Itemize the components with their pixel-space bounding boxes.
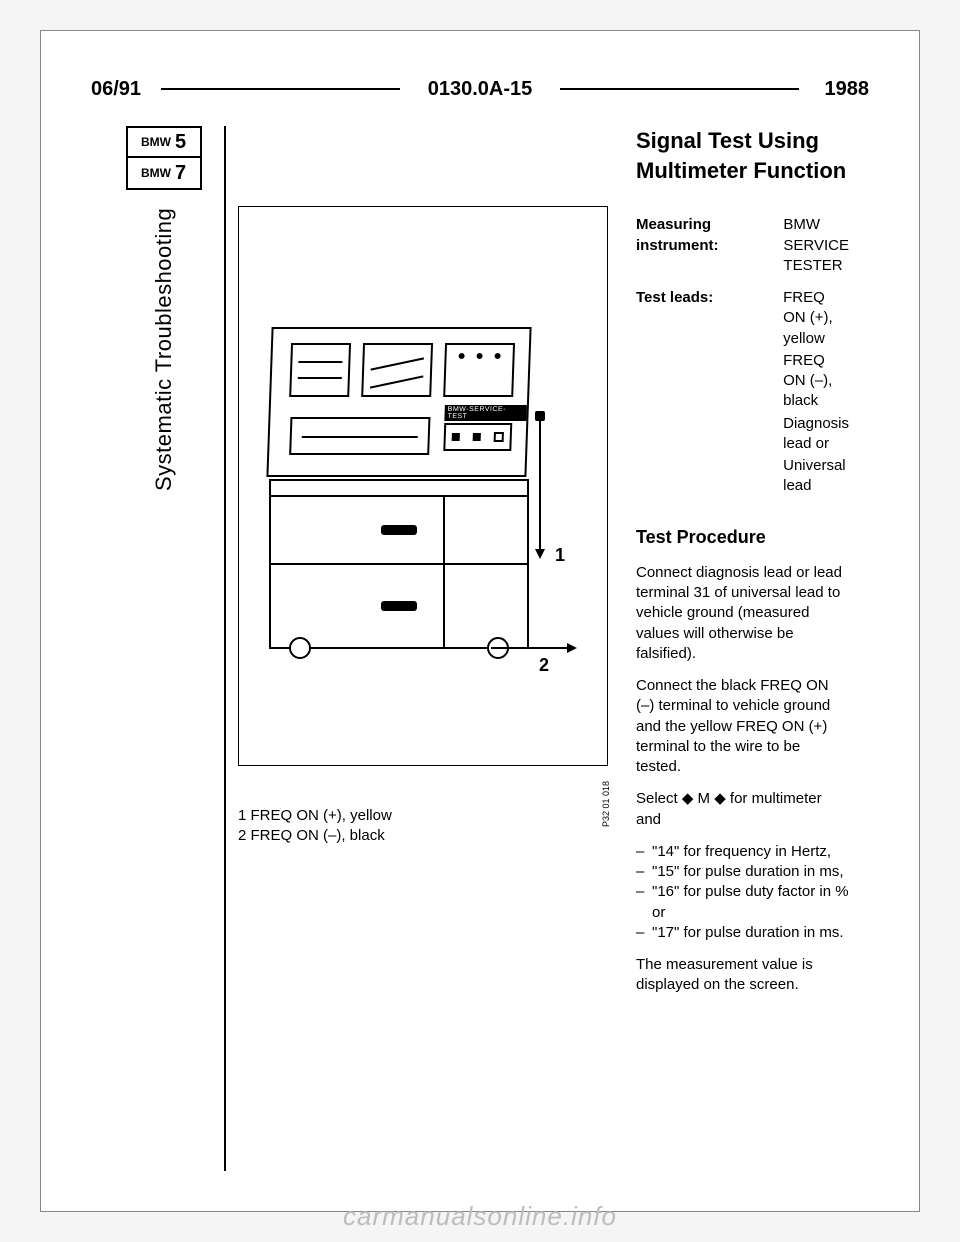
- header-year: 1988: [809, 78, 869, 101]
- procedure-heading: Test Procedure: [636, 525, 849, 549]
- cart-body: [269, 479, 529, 649]
- option-16: "16" for pulse duty factor in % or: [636, 882, 849, 923]
- probe-lead-1: [539, 417, 541, 557]
- page: 06/91 0130.0A-15 1988 BMW 5 BMW 7 Sys: [0, 0, 960, 1242]
- value-measuring: BMW SERVICE TESTER: [783, 215, 849, 276]
- sidebar-title: Systematic Troubleshooting: [151, 204, 177, 1171]
- para-1: Connect diagnosis lead or lead terminal …: [636, 563, 849, 664]
- row-measuring-instrument: Measuring instrument: BMW SERVICE TESTER: [636, 215, 849, 276]
- figure-caption: 1 FREQ ON (+), yellow 2 FREQ ON (–), bla…: [238, 806, 392, 847]
- testlead-1: FREQ ON (+), yellow: [783, 288, 849, 349]
- callout-1: 1: [555, 545, 565, 566]
- screen-panel-1: [289, 343, 351, 397]
- tester-cart-drawing: BMW-SERVICE-TEST: [269, 327, 529, 667]
- badge-bmw-5: BMW 5: [128, 128, 200, 158]
- badge-series: 5: [175, 131, 186, 154]
- page-title: Signal Test Using Multimeter Function: [636, 126, 849, 185]
- page-header: 06/91 0130.0A-15 1988: [91, 69, 869, 109]
- label-measuring: Measuring instrument:: [636, 215, 783, 276]
- device-label: BMW-SERVICE-TEST: [444, 405, 527, 421]
- content-area: BMW-SERVICE-TEST: [226, 126, 849, 1171]
- cart-top: BMW-SERVICE-TEST: [266, 327, 531, 477]
- option-15: "15" for pulse duration in ms,: [636, 862, 849, 882]
- testlead-4: Universal lead: [783, 456, 849, 497]
- badge-brand: BMW: [141, 135, 171, 149]
- label-testleads: Test leads:: [636, 288, 783, 499]
- control-knobs: [443, 423, 512, 451]
- front-slot: [289, 417, 430, 455]
- screen-panel-3: [443, 343, 515, 397]
- header-docnum: 0130.0A-15: [410, 78, 550, 101]
- option-17: "17" for pulse duration in ms.: [636, 923, 849, 943]
- watermark: carmanualsonline.info: [0, 1201, 960, 1232]
- probe-lead-2: [491, 647, 575, 649]
- para-3: Select ◆ M ◆ for multimeter and: [636, 789, 849, 830]
- caption-line-1: 1 FREQ ON (+), yellow: [238, 806, 392, 826]
- figure-id: P32 01 018: [601, 781, 611, 827]
- model-badges: BMW 5 BMW 7: [126, 126, 202, 190]
- header-rule-right: [560, 88, 799, 90]
- wheel-left: [289, 637, 311, 659]
- row-test-leads: Test leads: FREQ ON (+), yellow FREQ ON …: [636, 288, 849, 499]
- badge-bmw-7: BMW 7: [128, 158, 200, 188]
- left-column: BMW 5 BMW 7 Systematic Troubleshooting: [111, 126, 216, 1171]
- option-14: "14" for frequency in Hertz,: [636, 842, 849, 862]
- header-rule-left: [161, 88, 400, 90]
- badge-series: 7: [175, 162, 186, 185]
- para-2: Connect the black FREQ ON (–) terminal t…: [636, 676, 849, 777]
- callout-2: 2: [539, 655, 549, 676]
- text-column: Signal Test Using Multimeter Function Me…: [636, 126, 849, 1008]
- caption-line-2: 2 FREQ ON (–), black: [238, 826, 392, 846]
- header-date: 06/91: [91, 78, 151, 101]
- testlead-3: Diagnosis lead or: [783, 414, 849, 455]
- option-list: "14" for frequency in Hertz, "15" for pu…: [636, 842, 849, 943]
- sheet: 06/91 0130.0A-15 1988 BMW 5 BMW 7 Sys: [40, 30, 920, 1212]
- figure-box: BMW-SERVICE-TEST: [238, 206, 608, 766]
- badge-brand: BMW: [141, 166, 171, 180]
- screen-panel-2: [361, 343, 433, 397]
- value-testleads: FREQ ON (+), yellow FREQ ON (–), black D…: [783, 288, 849, 499]
- main-area: BMW 5 BMW 7 Systematic Troubleshooting: [111, 126, 849, 1171]
- testlead-2: FREQ ON (–), black: [783, 351, 849, 412]
- closing-line: The measurement value is displayed on th…: [636, 955, 849, 996]
